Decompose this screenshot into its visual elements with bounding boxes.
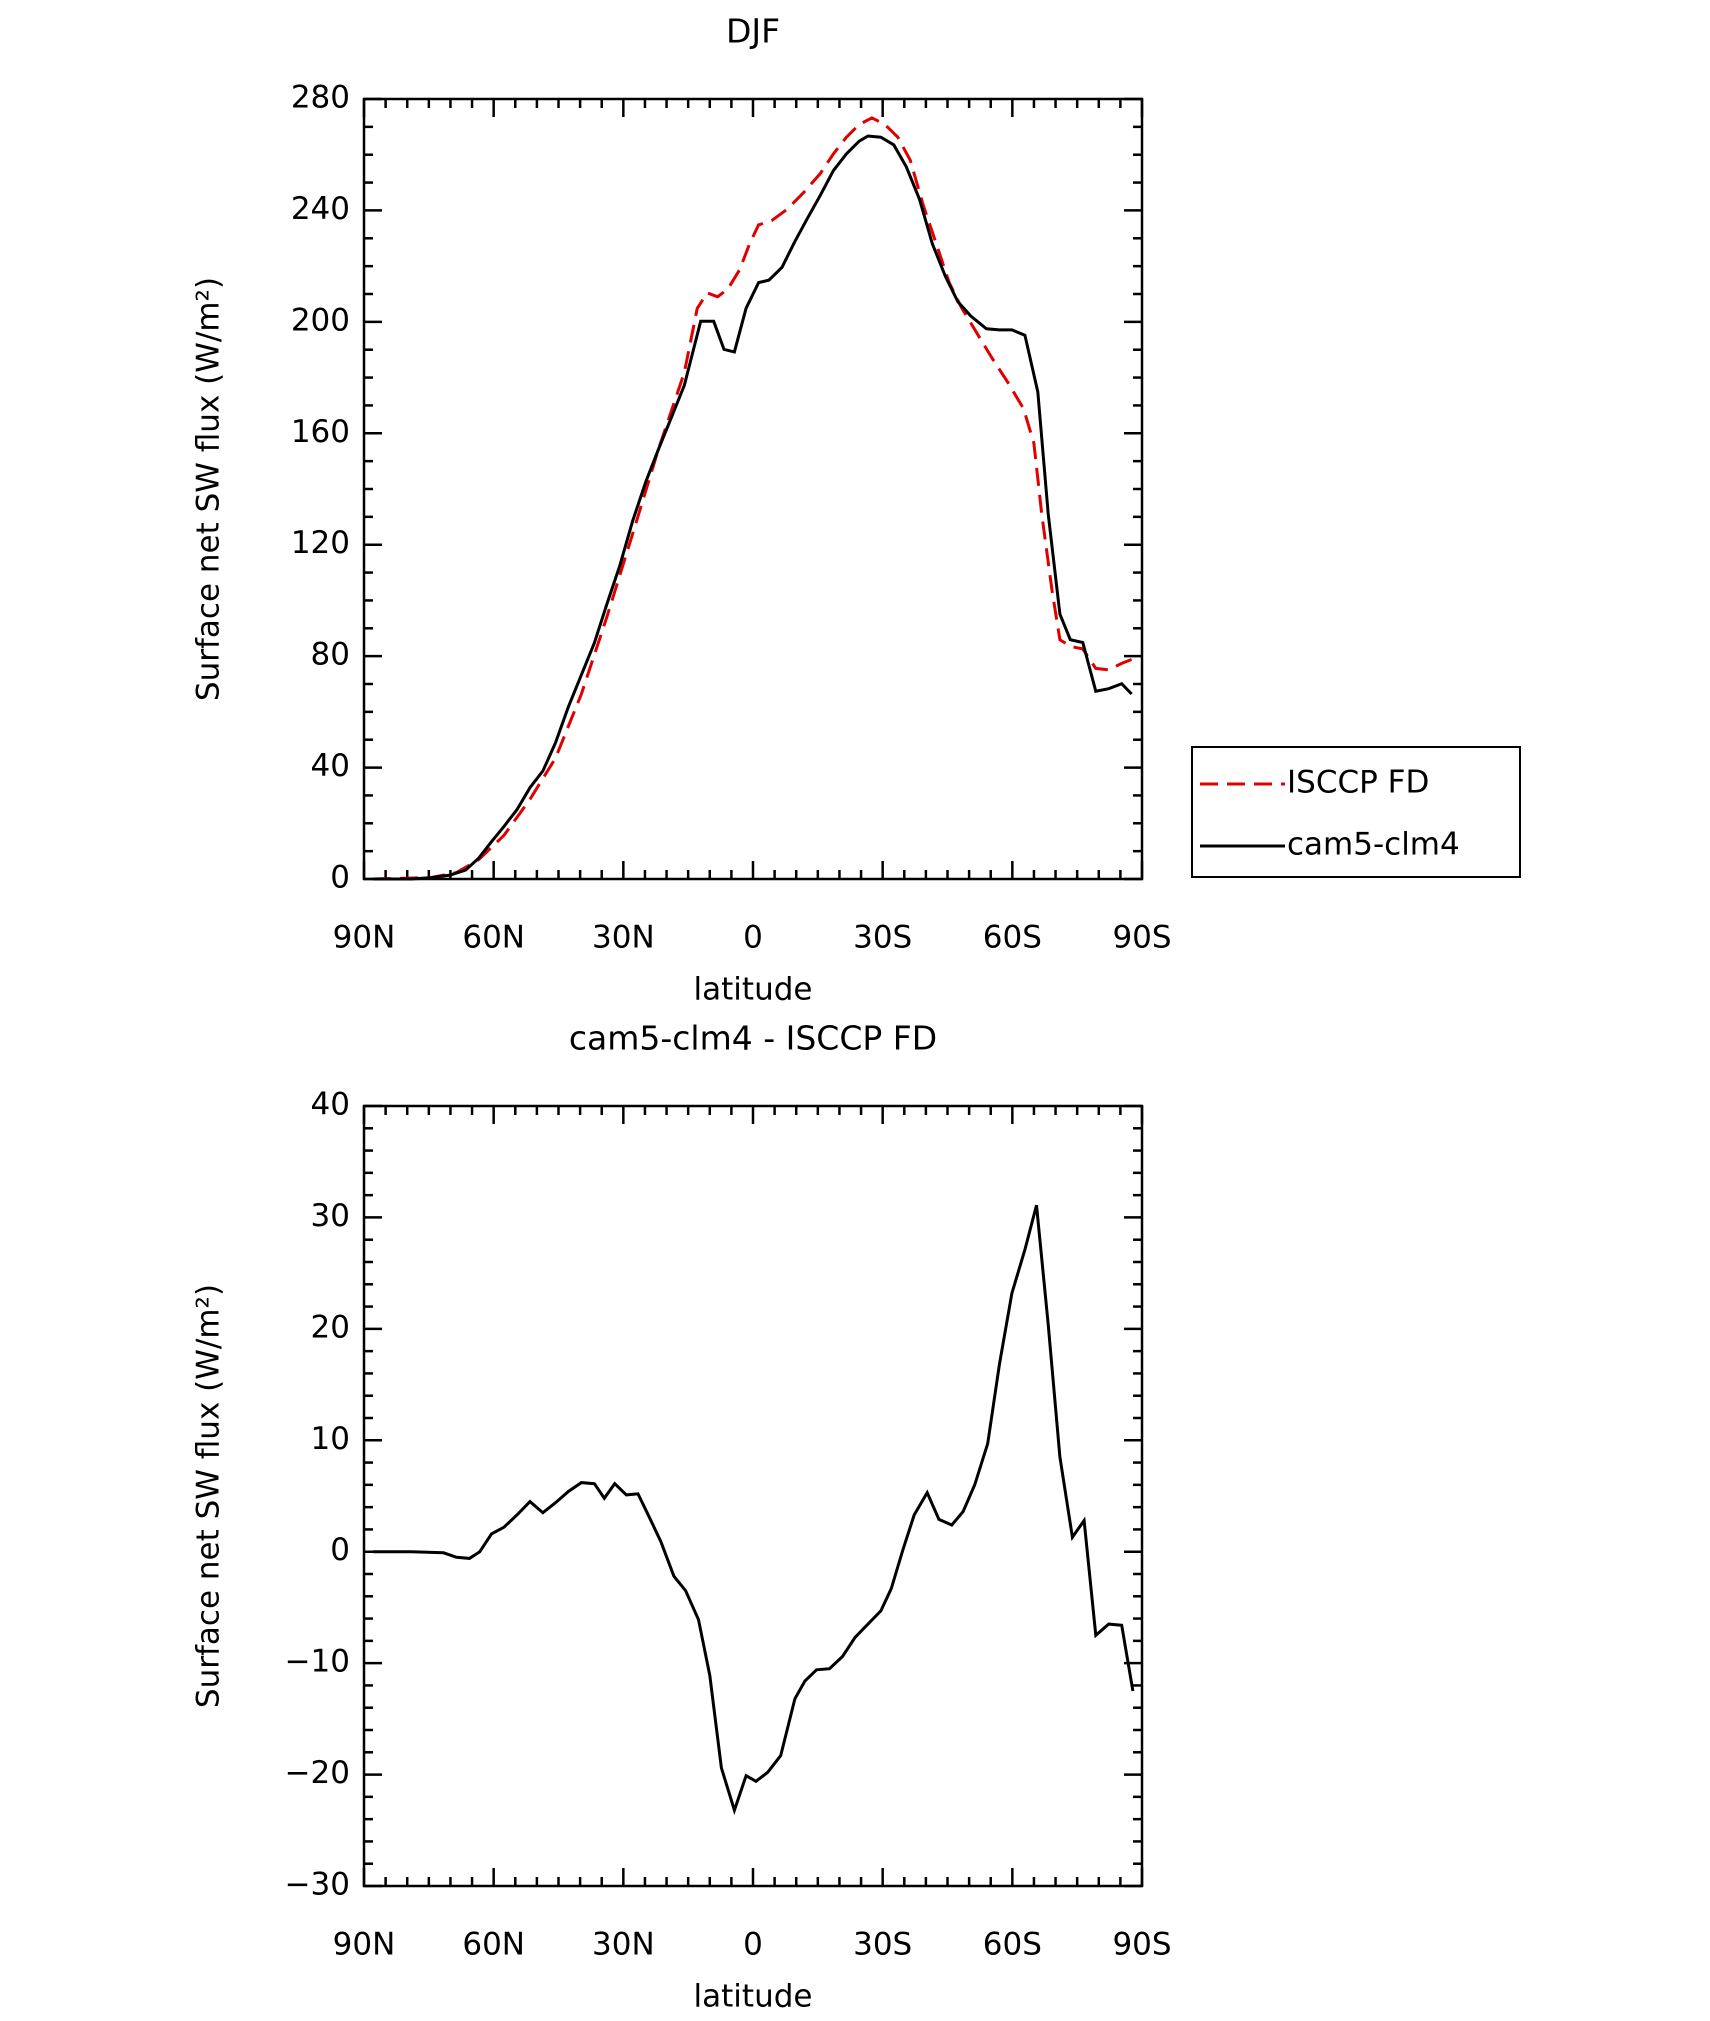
y-tick-label: 10	[311, 1421, 350, 1457]
y-tick-label: 0	[330, 1532, 350, 1568]
data-line	[373, 116, 1133, 881]
y-tick-label: 280	[291, 80, 350, 116]
x-tick-label: 60N	[462, 920, 525, 956]
chart-title: cam5-clm4 - ISCCP FD	[569, 1019, 937, 1058]
x-tick-label: 90N	[333, 920, 396, 956]
data-line	[373, 134, 1133, 881]
x-tick-label: 30S	[853, 920, 912, 956]
x-tick-label: 30N	[592, 920, 655, 956]
x-tick-label: 0	[743, 920, 763, 956]
y-tick-label: 0	[330, 860, 350, 896]
y-tick-label: −10	[285, 1644, 350, 1680]
y-tick-label: 40	[311, 748, 350, 784]
y-tick-label: 40	[311, 1087, 350, 1123]
x-tick-label: 60N	[462, 1927, 525, 1963]
y-tick-label: 200	[291, 302, 350, 338]
legend-label: cam5-clm4	[1287, 827, 1460, 863]
y-axis-label: Surface net SW flux (W/m²)	[191, 277, 227, 701]
x-tick-label: 90S	[1112, 1927, 1171, 1963]
legend-label: ISCCP FD	[1287, 765, 1429, 801]
x-tick-label: 90N	[333, 1927, 396, 1963]
y-tick-label: 80	[311, 637, 350, 673]
plot-frame	[362, 1104, 1144, 1888]
x-tick-label: 60S	[983, 920, 1042, 956]
plot-frame	[362, 97, 1144, 881]
y-tick-label: 160	[291, 414, 350, 450]
y-tick-label: −30	[285, 1867, 350, 1903]
x-tick-label: 30S	[853, 1927, 912, 1963]
chart-title: DJF	[726, 12, 780, 51]
data-line	[373, 1204, 1135, 1816]
x-tick-label: 60S	[983, 1927, 1042, 1963]
y-tick-label: 30	[311, 1198, 350, 1234]
y-tick-label: −20	[285, 1755, 350, 1791]
x-tick-label: 30N	[592, 1927, 655, 1963]
y-tick-label: 120	[291, 525, 350, 561]
y-tick-label: 20	[311, 1309, 350, 1345]
x-axis-label: latitude	[694, 1979, 813, 2015]
y-axis-label: Surface net SW flux (W/m²)	[191, 1284, 227, 1708]
y-tick-label: 240	[291, 191, 350, 227]
x-axis-label: latitude	[694, 972, 813, 1008]
legend-box	[1191, 746, 1521, 878]
x-tick-label: 0	[743, 1927, 763, 1963]
x-tick-label: 90S	[1112, 920, 1171, 956]
